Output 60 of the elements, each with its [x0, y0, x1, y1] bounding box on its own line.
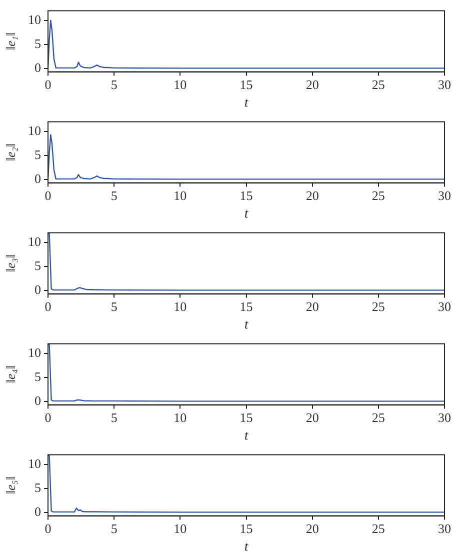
x-axis-title: t — [244, 316, 248, 332]
x-tick-label: 5 — [110, 299, 118, 314]
x-tick-label: 25 — [372, 188, 385, 204]
x-tick-label: 10 — [174, 521, 187, 536]
x-tick-label: 10 — [174, 188, 187, 204]
y-axis-title: ‖e₃‖ — [3, 254, 18, 272]
y-tick-label: 5 — [34, 368, 41, 384]
y-axis-title: ‖e₁‖ — [3, 32, 18, 50]
y-tick-label: 0 — [34, 170, 41, 186]
x-tick-label: 30 — [438, 410, 451, 426]
x-tick-label: 30 — [438, 77, 451, 92]
y-tick-label: 5 — [34, 258, 41, 273]
x-tick-label: 0 — [44, 299, 52, 314]
y-tick-label: 0 — [34, 60, 41, 75]
x-tick-label: 15 — [240, 521, 253, 536]
x-tick-label: 5 — [110, 410, 118, 426]
y-axis-title: ‖e₂‖ — [3, 144, 18, 162]
x-tick-label: 15 — [240, 77, 253, 92]
y-tick-label: 10 — [28, 12, 41, 27]
y-tick-label: 10 — [28, 456, 41, 471]
x-tick-label: 20 — [306, 77, 319, 92]
x-tick-label: 25 — [372, 410, 385, 426]
y-tick-label: 0 — [34, 282, 41, 297]
x-tick-label: 30 — [438, 299, 451, 314]
y-tick-label: 5 — [34, 480, 41, 495]
x-tick-label: 0 — [44, 521, 52, 536]
y-tick-label: 10 — [28, 344, 41, 360]
y-tick-label: 5 — [34, 146, 41, 162]
x-tick-label: 0 — [44, 188, 52, 204]
y-axis-title: ‖e₄‖ — [3, 366, 18, 384]
x-axis-title: t — [244, 206, 248, 221]
x-tick-label: 5 — [110, 521, 118, 536]
x-axis-title: t — [244, 94, 248, 110]
x-tick-label: 15 — [240, 188, 253, 204]
x-tick-label: 25 — [372, 299, 385, 314]
x-axis-title: t — [244, 538, 248, 554]
x-tick-label: 10 — [174, 410, 187, 426]
x-tick-label: 0 — [44, 410, 52, 426]
x-tick-label: 10 — [174, 299, 187, 314]
y-tick-label: 0 — [34, 504, 41, 519]
x-tick-label: 30 — [438, 521, 451, 536]
x-tick-label: 25 — [372, 77, 385, 92]
y-tick-label: 0 — [34, 392, 41, 408]
y-tick-label: 10 — [28, 234, 41, 249]
y-tick-label: 5 — [34, 36, 41, 51]
y-axis-title: ‖e₅‖ — [3, 476, 18, 494]
x-tick-label: 0 — [44, 77, 52, 92]
x-tick-label: 15 — [240, 410, 253, 426]
x-tick-label: 15 — [240, 299, 253, 314]
x-tick-label: 5 — [110, 77, 118, 92]
x-tick-label: 20 — [306, 299, 319, 314]
x-tick-label: 10 — [174, 77, 187, 92]
x-tick-label: 5 — [110, 188, 118, 204]
x-tick-label: 20 — [306, 521, 319, 536]
y-tick-label: 10 — [28, 122, 41, 138]
x-tick-label: 25 — [372, 521, 385, 536]
x-tick-label: 30 — [438, 188, 451, 204]
x-tick-label: 20 — [306, 188, 319, 204]
x-tick-label: 20 — [306, 410, 319, 426]
x-axis-title: t — [244, 428, 248, 443]
